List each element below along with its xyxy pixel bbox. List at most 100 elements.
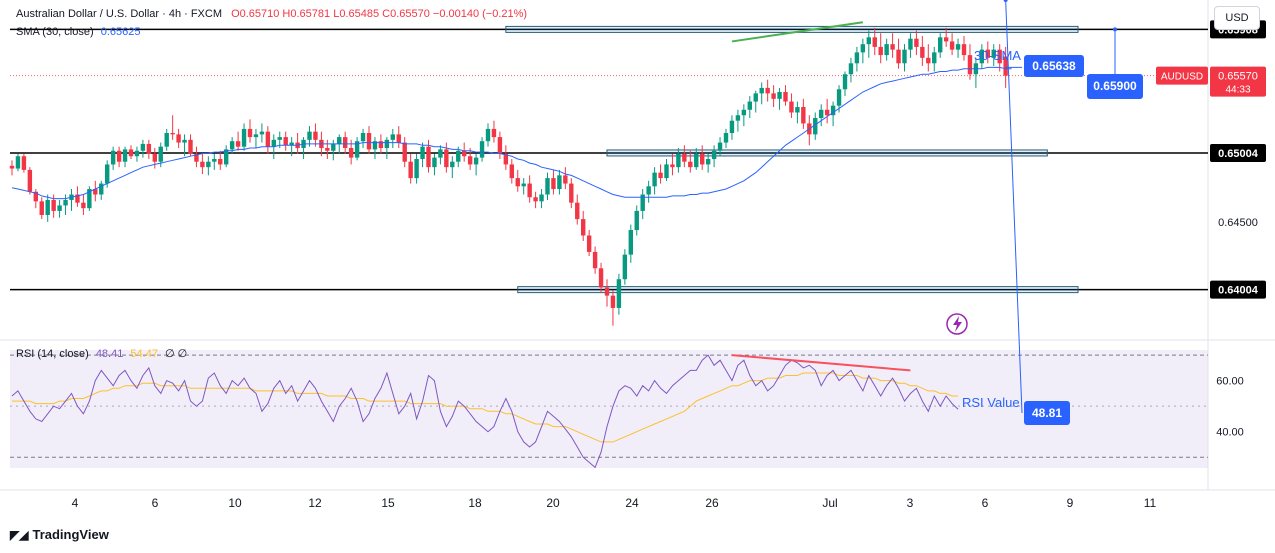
candle-body [955,44,961,50]
candle-body [747,101,752,110]
candle-body [176,134,181,143]
symbol-tag [1156,66,1208,85]
candle-body [289,142,294,146]
candle-body [152,153,157,162]
candle-body [456,150,461,162]
candle-body [235,141,241,147]
level-tag-text-1: 0.65004 [1218,148,1259,160]
candle-body [759,87,764,94]
candle-body [949,41,955,50]
candle-body [110,150,116,165]
candle-body [557,175,562,190]
candle-body [348,148,354,158]
candle-body [265,131,271,147]
candle-body [586,235,592,252]
candle-body [426,146,431,168]
candle-body [575,202,580,220]
candle-body [860,44,866,53]
candle-body [218,158,223,165]
sma-annotation-text: 30-SMA [974,48,1021,63]
rsi-tick: 40.00 [1216,427,1244,439]
candle-body [479,141,485,158]
candle-body [224,149,229,165]
candle-body [509,164,514,179]
level-tag-1 [1210,143,1266,162]
rsi-legend[interactable]: RSI (14, close) 48.41 54.47 ∅ ∅ [16,347,187,360]
sma-legend[interactable]: SMA (30, close) 0.65625 [16,26,140,38]
rsi-line [11,354,959,469]
candle-body [795,107,800,113]
candle-body [229,141,235,150]
candle-body [765,87,770,94]
rsi-annotation-text: RSI Value [962,395,1020,410]
candle-body [902,49,907,64]
zone-2 [517,286,1079,294]
price-trendline [731,21,863,43]
level-tag-text-2: 0.64004 [1218,285,1259,297]
candle-body [926,57,931,64]
lightning-icon[interactable] [946,313,968,335]
candle-body [997,49,1002,64]
candle-body [723,133,729,143]
annotations: 30-SMA 0.65638 0.65900 RSI Value 48.81 [962,0,1143,425]
candle-body [396,134,401,143]
rsi-trendline [731,354,911,372]
sma-value-text: 0.65638 [1032,59,1076,73]
candle-body [378,141,384,149]
candle-body [390,134,395,140]
candle-body [938,37,943,53]
candle-body [813,117,818,135]
candle-body [836,89,842,106]
candle-body [824,109,830,116]
candle-body [848,63,854,75]
currency-button[interactable]: USD [1214,6,1260,30]
candle-body [598,268,604,288]
time-tick: 26 [705,496,719,510]
candle-body [212,158,217,162]
symbol-tag-text: AUDUSD [1161,72,1203,83]
time-tick: 6 [152,496,159,510]
rsi-pointer [1005,0,1023,414]
candle-body [414,158,419,179]
zone-1 [606,149,1048,157]
rsi-legend-extra: ∅ ∅ [165,348,188,360]
candle-body [247,128,253,138]
candle-body [15,156,21,169]
tradingview-logo[interactable]: ◤◢ TradingView [10,527,109,542]
candle-body [866,37,871,45]
candle-body [711,150,717,159]
rsi-band [10,350,1208,468]
candle-body [979,49,985,64]
candle-body [872,37,877,47]
time-tick: 4 [72,496,79,510]
candle-body [140,143,146,151]
candle-body [182,139,187,143]
candle-body [462,150,467,157]
level-tag-2 [1210,280,1266,299]
candle-body [491,128,497,138]
candle-body [878,46,883,56]
sma-legend-label: SMA (30, close) [16,26,94,38]
rsi-legend-label: RSI (14, close) [16,348,89,360]
candle-body [616,279,622,308]
candle-body [908,38,913,50]
rsi-dot [1003,0,1008,2]
chart-header: Australian Dollar / U.S. Dollar · 4h · F… [16,8,527,20]
candle-body [705,158,711,165]
candle-body [991,49,996,58]
candle-body [503,153,509,165]
candle-body [592,251,598,269]
time-tick: 9 [1067,496,1074,510]
candle-body [63,199,68,206]
time-tick: Jul [822,496,837,510]
candle-body [128,149,134,157]
candle-body [99,183,104,195]
candle-body [485,128,491,142]
candle-body [551,178,556,190]
candle-body [854,52,860,64]
candle-body [450,161,455,168]
symbol-title[interactable]: Australian Dollar / U.S. Dollar · 4h · F… [16,8,222,20]
candle-body [360,133,366,142]
